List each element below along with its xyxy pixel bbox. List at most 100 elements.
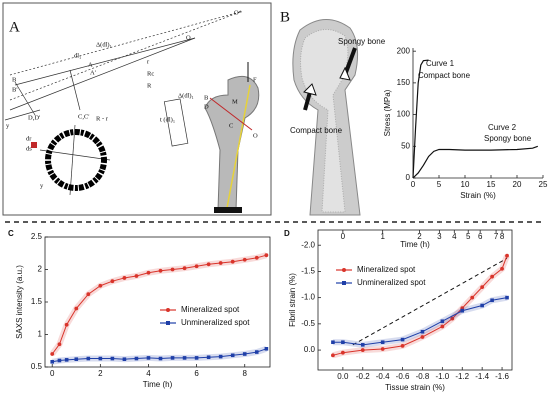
marker <box>242 257 247 262</box>
top-axis-title: Time (h) <box>400 240 430 249</box>
marker <box>360 348 365 352</box>
marker <box>134 356 139 361</box>
series-line <box>412 59 429 179</box>
fit-line <box>352 257 508 346</box>
y-axis-title: Fibril strain (%) <box>288 273 297 327</box>
x-tick-label: 0.0 <box>337 372 349 381</box>
y-tick-label: -2.0 <box>301 240 315 249</box>
diagram-label: y <box>40 182 44 189</box>
x-tick-label: -0.4 <box>376 372 390 381</box>
x-tick-label: 5 <box>437 180 442 189</box>
marker <box>134 274 139 278</box>
marker <box>218 261 223 265</box>
marker <box>440 319 445 324</box>
diagram-label: F <box>253 76 257 83</box>
diagram-label: D,D' <box>28 114 40 121</box>
annotation: Compact bone <box>418 71 471 80</box>
marker <box>146 356 151 360</box>
x-axis-title: Strain (%) <box>460 191 496 200</box>
diagram-label: B <box>204 94 209 101</box>
series-line <box>52 348 267 363</box>
y-tick-label: 1 <box>38 330 43 339</box>
marker <box>170 356 175 360</box>
top-tick-label: 0 <box>341 232 346 241</box>
y-tick-label: 200 <box>397 46 411 55</box>
x-axis-title: Time (h) <box>143 380 173 389</box>
y-tick-label: 0.0 <box>304 345 316 354</box>
diagram-label: ds <box>26 145 32 152</box>
marker <box>158 356 163 361</box>
diagram-label: O* <box>234 9 242 16</box>
annotation: Curve 2 <box>488 123 517 132</box>
y-tick-label: 2 <box>38 265 43 274</box>
marker <box>505 253 509 258</box>
y-tick-label: -0.5 <box>301 319 315 328</box>
marker <box>470 295 475 300</box>
y-tick-label: 2.5 <box>31 232 43 241</box>
diagram-label: Rc <box>147 70 154 77</box>
marker <box>170 267 175 272</box>
x-tick-label: 0 <box>50 369 55 378</box>
marker <box>206 355 211 360</box>
x-tick-label: 0 <box>411 180 416 189</box>
legend-label: Unmineralized spot <box>357 278 426 287</box>
marker <box>331 353 335 358</box>
y-tick-label: 50 <box>401 141 410 150</box>
top-tick-label: 1 <box>380 232 385 241</box>
x-tick-label: -0.6 <box>396 372 410 381</box>
legend-marker <box>342 268 346 272</box>
marker <box>110 356 115 361</box>
top-tick-label: 3 <box>437 232 442 241</box>
marker <box>146 270 151 275</box>
y-tick-label: -1.0 <box>301 293 315 302</box>
marker <box>450 316 455 321</box>
marker <box>218 354 223 359</box>
top-tick-label: 2 <box>417 232 422 241</box>
y-tick-label: 100 <box>397 110 411 119</box>
diagram-label: R <box>147 82 152 89</box>
y-tick-label: 1.5 <box>31 297 43 306</box>
y-axis-title: SAXS intensity (a.u.) <box>15 265 24 339</box>
marker <box>490 274 495 279</box>
diagram-label: B <box>12 76 17 83</box>
marker <box>490 298 494 303</box>
diagram-label: A' <box>90 69 96 76</box>
diagram-label: M <box>232 98 238 105</box>
panel-letter: B <box>280 9 290 25</box>
diagram-label: y <box>6 122 10 129</box>
marker <box>50 360 55 364</box>
x-tick-label: -1.2 <box>455 372 469 381</box>
diagram-label: r <box>147 58 150 65</box>
diagram-label: dr <box>26 135 32 142</box>
marker <box>400 337 405 342</box>
marker <box>230 353 235 358</box>
marker <box>480 303 484 308</box>
marker <box>98 356 103 361</box>
diagram-label: Δ(dl)₁ <box>96 41 112 48</box>
marker <box>206 262 211 267</box>
marker <box>98 283 103 288</box>
marker <box>122 357 127 361</box>
top-tick-label: 6 <box>478 232 483 241</box>
diagram-label: B' <box>12 86 18 93</box>
legend-label: Unmineralized spot <box>181 318 250 327</box>
x-tick-label: 6 <box>194 369 199 378</box>
marker <box>480 285 485 290</box>
y-axis-title: Stress (MPa) <box>383 89 392 136</box>
legend-marker <box>166 308 170 312</box>
x-tick-label: -0.8 <box>416 372 430 381</box>
marker <box>400 343 405 348</box>
marker <box>440 324 445 329</box>
marker <box>340 350 345 355</box>
diagram-label: O <box>253 132 258 139</box>
marker <box>158 268 163 273</box>
marker <box>254 255 259 260</box>
marker <box>505 295 509 300</box>
marker <box>360 343 365 347</box>
x-tick-label: -1.0 <box>435 372 449 381</box>
plot-frame <box>317 229 513 371</box>
marker <box>380 347 385 351</box>
panel-letter: A <box>9 19 20 35</box>
